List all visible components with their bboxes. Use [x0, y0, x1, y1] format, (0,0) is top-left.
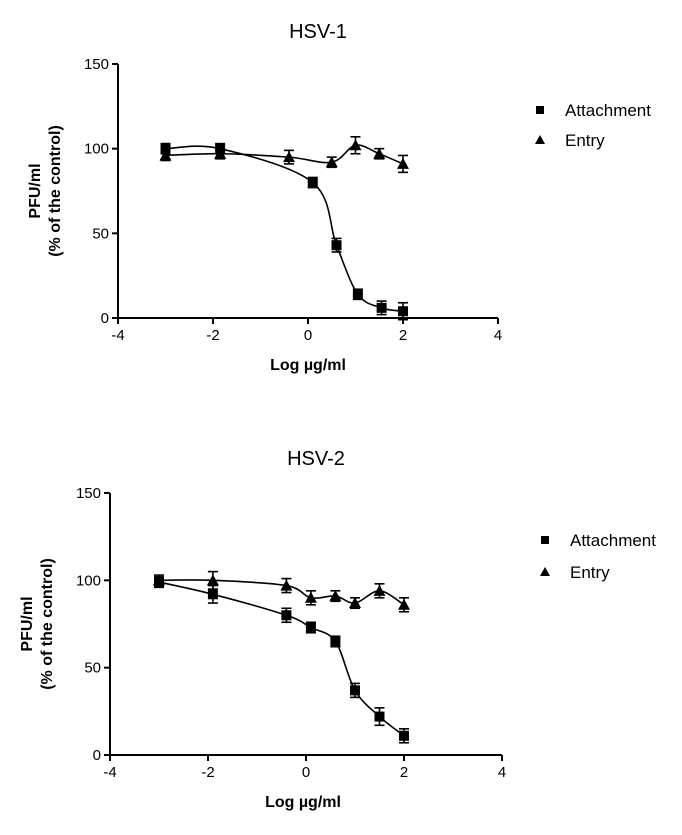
chart-2-entry-point	[206, 574, 219, 586]
chart-2-y-tick-label: 150	[76, 485, 101, 502]
chart-2-x-tick-label: 0	[302, 764, 310, 781]
chart-1-attachment-legend-marker	[536, 106, 544, 114]
chart-2-attachment-point	[281, 610, 292, 621]
chart-2-attachment-point	[399, 730, 409, 741]
chart-2-entry-legend-label: Entry	[570, 563, 610, 582]
chart-2-title: HSV-2	[287, 448, 345, 470]
chart-1-x-tick-label: 2	[399, 327, 407, 344]
chart-1-attachment-point	[376, 302, 387, 313]
chart-2-y-tick-label: 0	[93, 747, 101, 764]
chart-1-entry-point	[349, 139, 362, 151]
chart-1-entry-point	[283, 151, 295, 163]
chart-2-y-tick-label: 100	[76, 572, 101, 589]
chart-hsv-1: HSV-1 -4 -2 0 2 4 0 50 100 150 Log µg/ml PFU/ml (% o…	[0, 0, 682, 400]
chart-2-attachment-point	[350, 685, 360, 696]
chart-1-y-tick-label: 0	[101, 310, 109, 327]
chart-1-y-label-line1: PFU/ml	[27, 163, 44, 218]
chart-2-y-label-line1: PFU/ml	[19, 596, 36, 651]
chart-2-x-tick-label: 4	[498, 764, 506, 781]
chart-2-x-tick-label: -4	[103, 764, 116, 781]
chart-1-x-tick-label: -4	[111, 327, 124, 344]
chart-2-attachment-point	[305, 622, 316, 633]
chart-2-entry-point	[373, 584, 386, 596]
chart-1-y-tick-label: 100	[84, 141, 109, 158]
chart-2-attachment-legend-label: Attachment	[570, 531, 656, 550]
chart-2-entry-point	[153, 574, 165, 586]
chart-1-attachment-point	[307, 177, 318, 188]
chart-2-attachment-point	[207, 589, 218, 600]
chart-2-y-label-line2: (% of the control)	[39, 558, 56, 690]
chart-2-x-tick-label: -2	[201, 764, 214, 781]
chart-1-entry-point	[325, 156, 338, 168]
chart-2-entry-point	[304, 591, 317, 603]
chart-hsv-1-svg: HSV-1 -4 -2 0 2 4 0 50 100 150 Log µg/ml PFU/ml (% o…	[27, 21, 651, 374]
chart-1-y-tick-label: 50	[92, 225, 109, 242]
chart-2-x-label: Log µg/ml	[265, 794, 341, 811]
chart-hsv-2: HSV-2 -4 -2 0 2 4 0 50 100 150 Log µg/ml PFU/ml (% o…	[0, 430, 682, 830]
chart-1-x-tick-label: 0	[304, 327, 312, 344]
chart-1-entry-point	[159, 149, 172, 161]
chart-2-entry-point	[329, 590, 342, 602]
chart-1-x-label: Log µg/ml	[270, 357, 346, 374]
chart-2-attachment-point	[374, 711, 385, 722]
chart-2-attachment-legend-marker	[541, 536, 549, 544]
chart-2-x-tick-label: 2	[400, 764, 408, 781]
chart-1-attachment-point	[331, 240, 342, 251]
chart-1-entry-legend-marker	[535, 135, 545, 144]
chart-hsv-2-svg: HSV-2 -4 -2 0 2 4 0 50 100 150 Log µg/ml PFU/ml (% o…	[19, 448, 656, 811]
chart-1-entry-legend-label: Entry	[565, 131, 605, 150]
chart-2-entry-point	[349, 597, 361, 609]
chart-2-attachment-fit-curve	[158, 581, 405, 737]
chart-1-x-tick-label: 4	[494, 327, 502, 344]
chart-2-y-tick-label: 50	[84, 660, 101, 677]
chart-2-entry-point	[280, 579, 293, 591]
chart-2-entry-legend-marker	[540, 567, 550, 576]
chart-1-entry-point	[373, 147, 386, 159]
chart-1-attachment-point	[352, 289, 363, 300]
chart-2-entry-point	[398, 598, 410, 610]
chart-1-title: HSV-1	[289, 21, 347, 43]
chart-1-attachment-point	[398, 306, 408, 317]
chart-1-entry-point	[214, 147, 227, 159]
chart-1-x-tick-label: -2	[206, 327, 219, 344]
chart-1-attachment-legend-label: Attachment	[565, 101, 651, 120]
chart-1-entry-point	[397, 157, 409, 169]
chart-1-attachment-fit-curve	[165, 145, 404, 313]
chart-1-y-label-line2: (% of the control)	[47, 125, 64, 257]
chart-1-attachment-point	[160, 143, 171, 154]
chart-1-y-tick-label: 150	[84, 56, 109, 73]
chart-2-attachment-point	[330, 636, 341, 647]
